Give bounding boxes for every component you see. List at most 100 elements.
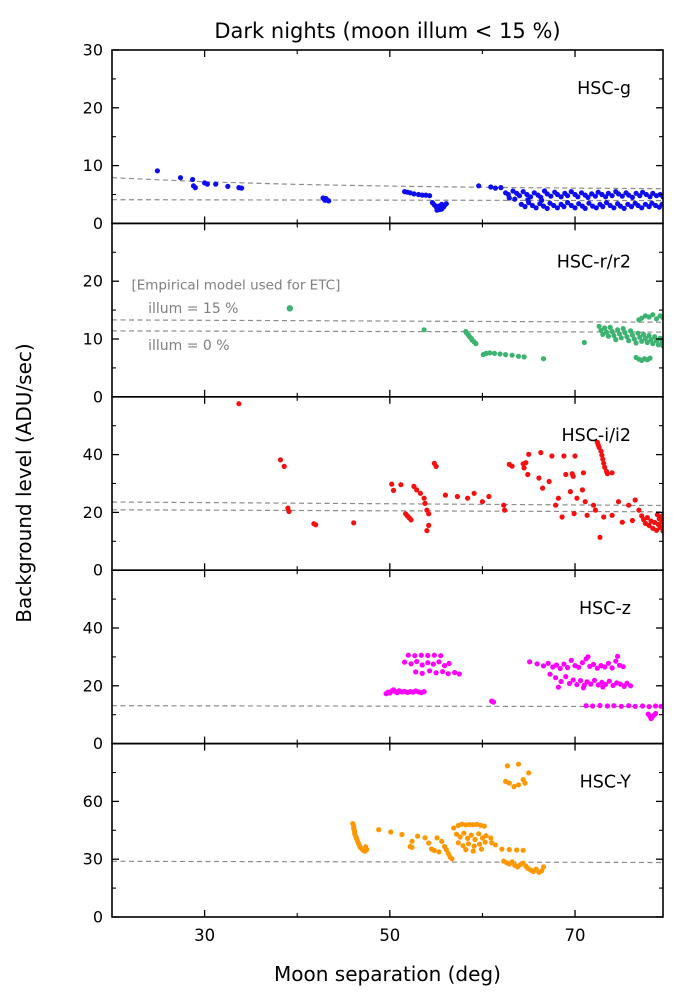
scatter-point bbox=[509, 463, 515, 469]
x-tick-label: 50 bbox=[379, 926, 400, 945]
scatter-point bbox=[646, 522, 652, 529]
scatter-point bbox=[421, 689, 427, 695]
scatter-point bbox=[640, 703, 646, 709]
scatter-point bbox=[225, 183, 231, 189]
scatter-point bbox=[611, 332, 617, 339]
scatter-point bbox=[479, 499, 485, 505]
scatter-point bbox=[557, 665, 563, 672]
scatter-point bbox=[568, 657, 574, 664]
scatter-point bbox=[574, 495, 580, 501]
scatter-point bbox=[632, 703, 638, 709]
scatter-point bbox=[658, 703, 663, 709]
scatter-point bbox=[351, 520, 357, 526]
scatter-point bbox=[481, 823, 487, 829]
scatter-point bbox=[597, 534, 603, 540]
scatter-point bbox=[419, 662, 425, 668]
scatter-point bbox=[399, 831, 405, 838]
scatter-point bbox=[463, 847, 469, 853]
annotation-illum15: illum = 15 % bbox=[148, 301, 238, 317]
scatter-point bbox=[460, 843, 466, 849]
scatter-point bbox=[502, 507, 508, 513]
y-tick-label: 20 bbox=[83, 98, 103, 117]
scatter-point bbox=[286, 508, 292, 515]
scatter-point bbox=[605, 333, 612, 339]
scatter-point bbox=[520, 189, 526, 195]
scatter-point bbox=[486, 493, 492, 500]
scatter-point bbox=[418, 652, 424, 658]
scatter-point bbox=[571, 510, 577, 517]
scatter-point bbox=[549, 453, 555, 459]
scatter-point bbox=[453, 831, 460, 837]
scatter-point bbox=[610, 682, 616, 689]
scatter-point bbox=[488, 184, 494, 190]
scatter-point bbox=[559, 514, 565, 520]
scatter-point bbox=[652, 334, 658, 340]
scatter-point bbox=[405, 652, 411, 658]
scatter-point bbox=[601, 460, 607, 466]
scatter-point bbox=[434, 207, 440, 213]
scatter-point bbox=[452, 669, 458, 676]
panel-content bbox=[112, 652, 663, 722]
scatter-point bbox=[547, 671, 553, 677]
panel-frame bbox=[111, 569, 664, 745]
chart-title: Dark nights (moon illum < 15 %) bbox=[214, 19, 561, 43]
y-tick-label: 0 bbox=[93, 214, 103, 233]
scatter-point bbox=[478, 846, 485, 852]
scatter-point bbox=[565, 193, 571, 199]
scatter-point bbox=[414, 487, 420, 493]
scatter-point bbox=[555, 684, 562, 690]
scatter-point bbox=[593, 205, 599, 211]
y-tick-label: 10 bbox=[83, 330, 103, 349]
scatter-point bbox=[590, 502, 597, 508]
scatter-point bbox=[503, 352, 509, 358]
x-tick-label: 70 bbox=[565, 926, 586, 945]
scatter-point bbox=[626, 502, 632, 508]
scatter-point bbox=[639, 338, 645, 344]
y-tick-label: 0 bbox=[93, 908, 103, 927]
scatter-point bbox=[457, 834, 463, 840]
scatter-point bbox=[441, 663, 448, 669]
scatter-point bbox=[599, 452, 605, 458]
scatter-point bbox=[465, 835, 471, 842]
scatter-point bbox=[414, 658, 420, 665]
scatter-point bbox=[585, 194, 591, 200]
scatter-point bbox=[363, 844, 369, 850]
scatter-point bbox=[409, 838, 415, 844]
annotation-model-note: [Empirical model used for ETC] bbox=[131, 277, 340, 293]
scatter-point bbox=[633, 190, 639, 196]
scatter-point bbox=[521, 465, 527, 471]
scatter-point bbox=[602, 325, 608, 331]
scatter-point bbox=[471, 843, 477, 849]
scatter-point bbox=[468, 832, 474, 838]
scatter-point bbox=[600, 204, 606, 210]
scatter-point bbox=[567, 489, 574, 495]
scatter-point bbox=[427, 668, 433, 674]
scatter-point bbox=[449, 856, 455, 862]
scatter-point bbox=[600, 456, 606, 462]
scatter-point bbox=[598, 448, 604, 454]
scatter-point bbox=[659, 339, 663, 345]
y-tick-label: 30 bbox=[83, 41, 103, 60]
scatter-point bbox=[419, 192, 425, 198]
dashed-model-line bbox=[112, 501, 663, 507]
scatter-point bbox=[376, 827, 382, 833]
scatter-point bbox=[412, 653, 418, 659]
panel-content bbox=[112, 168, 663, 213]
dashed-model-line bbox=[112, 860, 663, 864]
scatter-point bbox=[501, 502, 507, 508]
scatter-point bbox=[522, 204, 528, 210]
scatter-point bbox=[424, 528, 430, 534]
scatter-point bbox=[438, 653, 444, 659]
y-tick-label: 40 bbox=[83, 445, 103, 464]
scatter-point bbox=[487, 350, 493, 356]
scatter-point bbox=[510, 188, 516, 194]
scatter-point bbox=[553, 675, 559, 681]
scatter-point bbox=[440, 669, 446, 675]
scatter-point bbox=[526, 451, 532, 457]
scatter-point bbox=[426, 511, 432, 517]
scatter-point bbox=[553, 502, 559, 508]
x-axis-label: Moon separation (deg) bbox=[274, 962, 501, 986]
scatter-point bbox=[425, 660, 431, 666]
scatter-point bbox=[488, 835, 494, 841]
panel-label: HSC-r/r2 bbox=[557, 252, 631, 272]
